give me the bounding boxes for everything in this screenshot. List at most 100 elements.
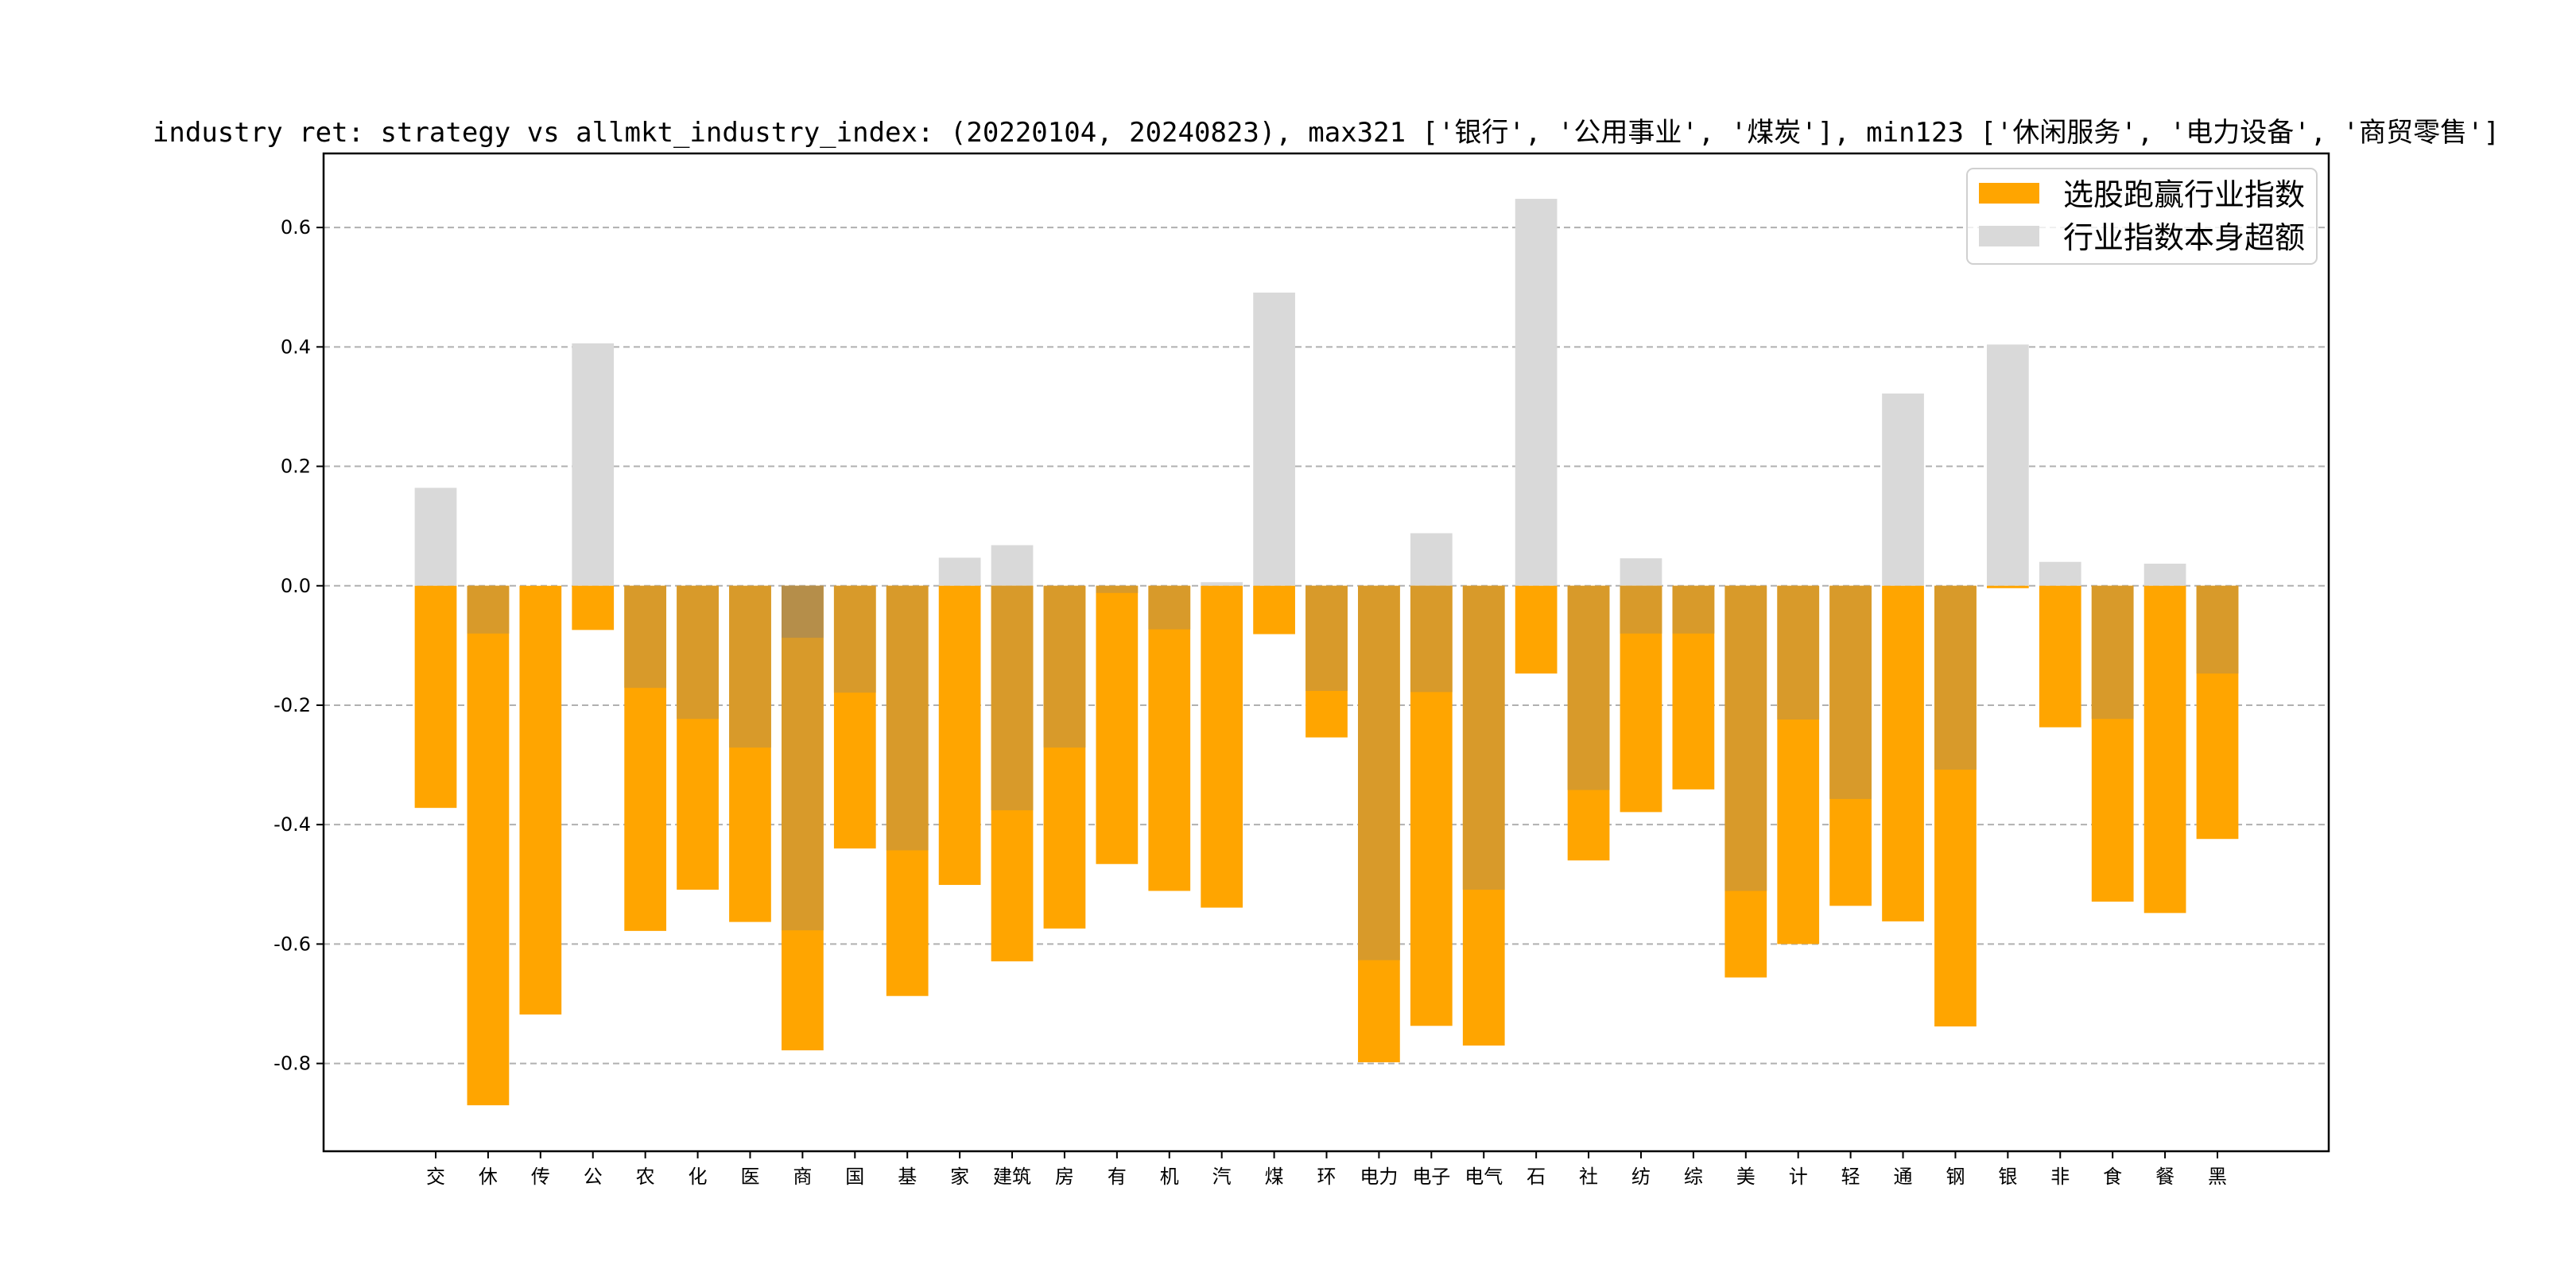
bar-industry-excess [414,487,457,586]
x-tick-label: 餐 [2155,1166,2174,1188]
legend: 选股跑赢行业指数 行业指数本身超额 [1966,168,2318,265]
x-tick-label: 农 [636,1166,655,1188]
bar-strategy-vs-industry [414,585,457,809]
x-tick-label: 传 [531,1166,550,1188]
legend-label-strategy: 选股跑赢行业指数 [2063,177,2305,212]
bar-overlap [729,585,771,748]
bar-overlap [1305,585,1348,691]
bar-overlap [1043,585,1086,748]
bar-industry-excess [1882,393,1924,586]
bar-strategy-vs-industry [1201,585,1243,908]
bar-overlap [991,585,1034,811]
x-tick-label: 医 [740,1166,759,1188]
bar-overlap [1620,585,1662,634]
x-tick-label: 计 [1789,1166,1808,1188]
y-tick-label: -0.4 [274,813,311,836]
x-tick-label: 交 [426,1166,445,1188]
bar-industry-excess [991,545,1034,586]
x-tick-label: 食 [2103,1166,2122,1188]
bar-industry-excess [2143,563,2186,586]
x-tick-label: 公 [584,1166,603,1188]
bar-strategy-vs-industry [1253,585,1295,634]
x-tick-label: 电力 [1360,1166,1398,1188]
bar-strategy-vs-industry [1148,585,1191,891]
bar-strategy-vs-industry [2039,585,2081,727]
x-tick-label: 电气 [1465,1166,1503,1188]
bar-overlap [624,585,667,689]
bar-overlap [1148,585,1191,630]
bar-industry-excess [1986,344,2029,586]
x-tick-label: 基 [898,1166,917,1188]
x-tick-label: 黑 [2208,1166,2227,1188]
bar-strategy-vs-industry [1882,585,1924,921]
bar-overlap [1096,585,1139,593]
bar-overlap [886,585,929,851]
y-tick-label: 0.4 [281,336,311,358]
bar-strategy-vs-industry [1515,585,1558,674]
legend-swatch-gray [1979,226,2039,246]
legend-label-industry: 行业指数本身超额 [2063,220,2305,255]
x-tick-label: 美 [1736,1166,1755,1188]
x-tick-label: 家 [950,1166,969,1188]
bar-overlap [1358,585,1400,960]
bar-strategy-vs-industry [2143,585,2186,914]
bar-overlap [2196,585,2239,674]
bar-industry-excess [1410,533,1453,586]
bar-industry-excess [1253,292,1295,586]
bar-overlap [833,585,876,693]
x-tick-label: 环 [1317,1166,1336,1188]
bar-industry-excess [1620,558,1662,586]
bar-industry-excess [2039,561,2081,586]
bar-overlap [1410,585,1453,692]
x-tick-label: 钢 [1946,1166,1965,1188]
x-tick-label: 电子 [1412,1166,1450,1188]
x-tick-label: 通 [1894,1166,1913,1188]
bar-overlap [782,585,824,931]
chart-title: industry ret: strategy vs allmkt_industr… [153,117,2500,149]
bar-strategy-vs-industry [1986,585,2029,588]
bar-overlap [1829,585,1872,799]
bar-industry-excess [1515,199,1558,586]
x-tick-label: 房 [1055,1166,1074,1188]
x-tick-label: 纺 [1631,1166,1651,1188]
bar-overlap [1462,585,1505,890]
x-tick-label: 社 [1579,1166,1598,1188]
x-tick-label: 休 [479,1166,498,1188]
x-tick-label: 机 [1160,1166,1179,1188]
bar-overlap [1934,585,1977,770]
y-tick-label: -0.6 [274,933,311,955]
bar-strategy-vs-industry [1096,585,1139,864]
x-tick-label: 汽 [1212,1166,1232,1188]
y-tick-label: -0.8 [274,1053,311,1075]
bar-overlap [1567,585,1610,790]
bar-overlap [1672,585,1715,634]
y-tick-label: 0.6 [281,216,311,239]
bar-strategy-vs-industry [467,585,510,1106]
x-tick-label: 商 [793,1166,812,1188]
bar-strategy-vs-industry [938,585,981,886]
x-tick-label: 轻 [1841,1166,1860,1188]
x-tick-label: 非 [2050,1166,2070,1188]
bar-industry-excess [572,343,615,586]
legend-swatch-orange [1979,183,2039,204]
x-tick-label: 银 [1998,1166,2017,1188]
x-tick-label: 煤 [1265,1166,1284,1188]
bar-overlap [677,585,719,720]
x-tick-label: 国 [845,1166,864,1188]
bar-overlap [2091,585,2134,720]
y-tick-label: 0.0 [281,575,311,597]
bar-overlap [1777,585,1820,720]
bar-industry-excess [938,557,981,586]
bar-strategy-vs-industry [519,585,562,1015]
y-tick-label: 0.2 [281,456,311,478]
bar-overlap [1724,585,1767,891]
x-tick-label: 化 [689,1166,708,1188]
y-tick-label: -0.2 [274,694,311,716]
x-tick-label: 建筑 [993,1166,1031,1188]
x-tick-label: 有 [1108,1166,1127,1188]
bar-industry-excess [782,585,824,638]
x-tick-label: 石 [1527,1166,1546,1188]
bar-industry-excess [1201,582,1243,586]
bar-overlap [467,585,510,634]
